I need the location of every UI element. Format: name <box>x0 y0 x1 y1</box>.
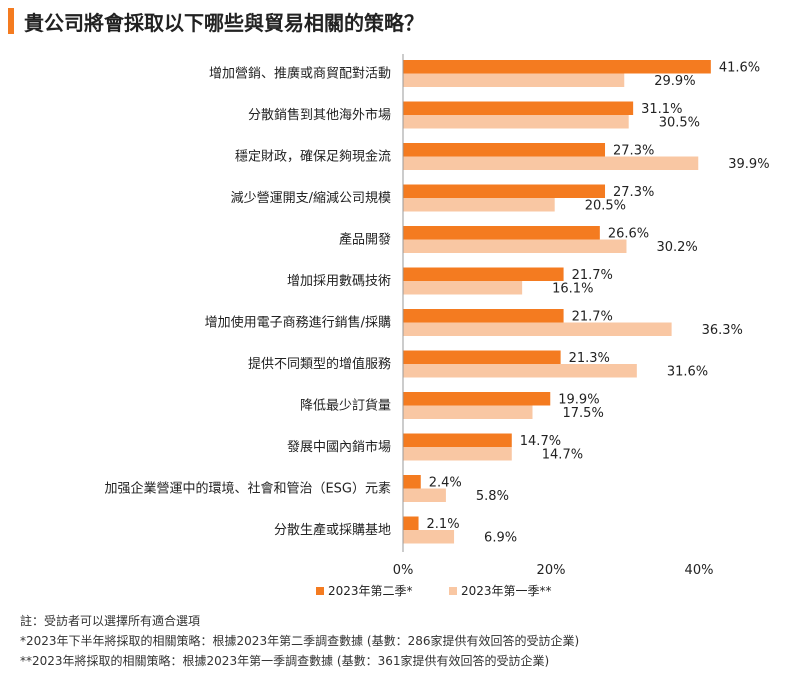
bar-q1 <box>403 239 627 253</box>
data-label: 27.3% <box>613 185 654 200</box>
bar-q1 <box>403 530 455 544</box>
bar-q1 <box>403 322 672 336</box>
data-label: 5.8% <box>476 489 509 504</box>
data-label: 21.7% <box>572 310 613 325</box>
data-label: 20.5% <box>585 199 626 214</box>
data-label: 19.9% <box>558 393 599 408</box>
category-label: 增加採用數碼技術 <box>287 274 391 289</box>
bar-q1 <box>403 405 533 419</box>
data-label: 17.5% <box>563 406 604 421</box>
bar-chart: 增加營銷、推廣或商貿配對活動 41.6% 29.9% 分散銷售到其他海外市場 31.1%… <box>104 54 770 598</box>
data-label: 39.9% <box>728 157 769 172</box>
chart-title: 貴公司將會採取以下哪些與貿易相關的策略？ <box>24 10 424 35</box>
data-label: 36.3% <box>702 323 743 338</box>
legend-label: 2023年第一季** <box>461 584 552 598</box>
bar-q2 <box>403 60 711 74</box>
x-tick-label: 0% <box>393 563 414 578</box>
category-label: 穩定財政，確保足夠現金流 <box>235 149 391 165</box>
footnote-0: 註：受訪者可以選擇所有適合選項 <box>20 614 201 628</box>
x-tick-label: 40% <box>685 563 714 578</box>
bar-q2 <box>403 143 606 157</box>
title-bar: 貴公司將會採取以下哪些與貿易相關的策略？ <box>8 8 424 35</box>
category-label: 降低最少訂貨量 <box>300 398 391 414</box>
category-label: 提供不同類型的增值服務 <box>248 356 391 372</box>
bar-q1 <box>403 364 637 378</box>
data-label: 14.7% <box>520 434 561 449</box>
bar-q1 <box>403 447 512 461</box>
bar-q1 <box>403 115 629 129</box>
data-label: 26.6% <box>608 227 649 242</box>
category-label: 發展中國內銷市場 <box>287 439 391 455</box>
data-label: 30.2% <box>656 240 697 255</box>
data-label: 41.6% <box>719 61 760 76</box>
legend-label: 2023年第二季* <box>328 584 413 598</box>
bar-q1 <box>403 156 699 170</box>
bar-q2 <box>403 226 600 240</box>
legend-swatch-q2 <box>316 587 324 595</box>
data-label: 27.3% <box>613 144 654 159</box>
category-label: 分散生產或採購基地 <box>274 522 391 538</box>
category-label: 加强企業營運中的環境、社會和管治（ESG）元素 <box>104 481 391 497</box>
bar-q1 <box>403 198 555 212</box>
category-label: 增加使用電子商務進行銷售/採購 <box>205 315 391 331</box>
category-label: 產品開發 <box>339 232 391 248</box>
data-label: 30.5% <box>659 116 700 131</box>
bar-q2 <box>403 392 551 406</box>
bar-q2 <box>403 267 564 281</box>
category-label: 增加營銷、推廣或商貿配對活動 <box>209 66 391 82</box>
data-label: 6.9% <box>484 531 517 546</box>
bar-q1 <box>403 281 523 295</box>
data-label: 2.1% <box>427 517 460 532</box>
bar-q2 <box>403 309 564 323</box>
bar-q2 <box>403 433 512 447</box>
bar-q2 <box>403 475 421 489</box>
data-label: 21.3% <box>569 351 610 366</box>
category-label: 減少營運開支/縮減公司規模 <box>231 190 391 206</box>
bar-q1 <box>403 73 625 87</box>
data-label: 14.7% <box>542 448 583 463</box>
data-label: 21.7% <box>572 268 613 283</box>
data-label: 16.1% <box>552 282 593 297</box>
bar-q2 <box>403 350 561 364</box>
title-accent-bar <box>8 8 14 34</box>
footnote-2: **2023年將採取的相關策略：根據2023年第一季調查數據 (基數：361家提… <box>20 654 550 668</box>
data-label: 31.1% <box>641 102 682 117</box>
data-label: 31.6% <box>667 365 708 380</box>
bar-q2 <box>403 184 606 198</box>
legend-swatch-q1 <box>449 587 457 595</box>
data-label: 2.4% <box>429 476 462 491</box>
bar-q2 <box>403 516 419 530</box>
footnote-1: *2023年下半年將採取的相關策略：根據2023年第二季調查數據 (基數：286… <box>20 634 580 648</box>
data-label: 29.9% <box>654 74 695 89</box>
x-tick-label: 20% <box>537 563 566 578</box>
footnotes: 註：受訪者可以選擇所有適合選項 *2023年下半年將採取的相關策略：根據2023… <box>20 611 579 671</box>
bar-q1 <box>403 488 446 502</box>
bar-q2 <box>403 101 634 115</box>
category-label: 分散銷售到其他海外市場 <box>248 107 391 123</box>
